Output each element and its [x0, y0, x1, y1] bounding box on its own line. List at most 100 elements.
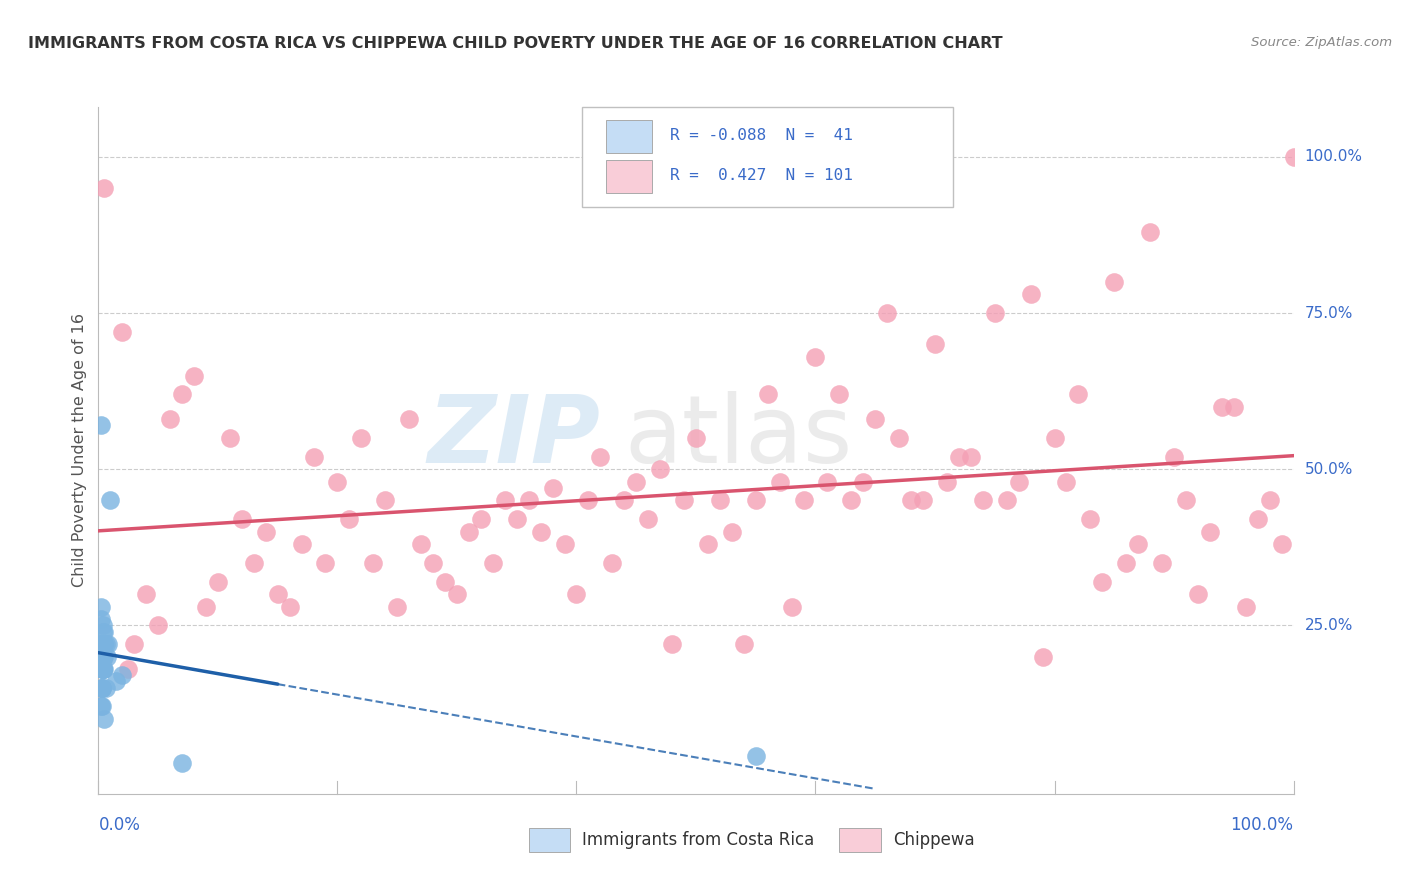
Point: [90, 599, 112, 614]
Point: [98, 493, 122, 508]
Point: [661, 637, 683, 651]
FancyBboxPatch shape: [582, 107, 953, 207]
Point: [1032, 649, 1054, 664]
Bar: [839, 828, 882, 852]
Point: [1043, 431, 1066, 445]
Point: [91, 649, 114, 664]
Point: [852, 475, 875, 489]
Point: [446, 587, 468, 601]
Point: [721, 524, 744, 539]
Point: [709, 493, 731, 508]
Bar: [606, 160, 652, 193]
Point: [637, 512, 659, 526]
Point: [91, 662, 114, 676]
Point: [578, 493, 600, 508]
Point: [911, 493, 934, 508]
Point: [91, 649, 114, 664]
Point: [363, 556, 385, 570]
Point: [195, 599, 218, 614]
Point: [91, 637, 114, 651]
Point: [1080, 512, 1102, 526]
Point: [804, 350, 827, 364]
Point: [745, 493, 768, 508]
Point: [1067, 387, 1090, 401]
Point: [1282, 150, 1305, 164]
Text: IMMIGRANTS FROM COSTA RICA VS CHIPPEWA CHILD POVERTY UNDER THE AGE OF 16 CORRELA: IMMIGRANTS FROM COSTA RICA VS CHIPPEWA C…: [28, 36, 1002, 51]
Point: [685, 431, 707, 445]
Point: [91, 649, 114, 664]
Point: [91, 681, 114, 695]
Point: [148, 618, 170, 632]
Point: [94, 681, 117, 695]
Point: [1115, 556, 1137, 570]
Point: [91, 662, 114, 676]
Text: 75.0%: 75.0%: [1305, 306, 1353, 320]
Point: [326, 475, 349, 489]
Point: [207, 574, 229, 589]
Point: [1152, 556, 1174, 570]
Point: [481, 556, 505, 570]
Point: [93, 637, 115, 651]
Point: [960, 450, 983, 464]
Text: ZIP: ZIP: [427, 391, 600, 483]
Text: Source: ZipAtlas.com: Source: ZipAtlas.com: [1251, 36, 1392, 49]
Point: [602, 556, 624, 570]
Text: 25.0%: 25.0%: [1305, 618, 1353, 632]
Point: [91, 649, 114, 664]
Point: [1128, 537, 1150, 551]
Point: [111, 668, 134, 682]
Point: [91, 649, 114, 664]
Point: [93, 649, 115, 664]
Point: [93, 662, 115, 676]
Point: [374, 493, 396, 508]
Point: [756, 387, 779, 401]
Text: R =  0.427  N = 101: R = 0.427 N = 101: [669, 169, 852, 183]
Bar: [606, 120, 652, 153]
Point: [530, 524, 553, 539]
Point: [105, 674, 128, 689]
Point: [780, 599, 803, 614]
Point: [93, 712, 115, 726]
Point: [97, 637, 120, 651]
Text: 0.0%: 0.0%: [98, 815, 141, 834]
Point: [506, 512, 529, 526]
Point: [91, 681, 114, 695]
Point: [254, 524, 277, 539]
Point: [90, 418, 112, 433]
Point: [924, 337, 946, 351]
Point: [865, 412, 887, 426]
Point: [291, 537, 314, 551]
Text: Immigrants from Costa Rica: Immigrants from Costa Rica: [582, 831, 814, 849]
Point: [90, 699, 112, 714]
Point: [90, 681, 112, 695]
Point: [494, 493, 516, 508]
Point: [900, 493, 922, 508]
Point: [93, 624, 115, 639]
Point: [1234, 599, 1257, 614]
Point: [91, 662, 114, 676]
Point: [815, 475, 838, 489]
Point: [1104, 275, 1126, 289]
Text: 100.0%: 100.0%: [1230, 815, 1294, 834]
Point: [1211, 400, 1233, 414]
Point: [91, 649, 114, 664]
Text: 50.0%: 50.0%: [1305, 462, 1353, 476]
Point: [172, 387, 194, 401]
Point: [1223, 400, 1246, 414]
Point: [1139, 225, 1161, 239]
Point: [411, 537, 433, 551]
Point: [91, 624, 114, 639]
Point: [385, 599, 409, 614]
Point: [626, 475, 648, 489]
Bar: [529, 828, 571, 852]
Point: [91, 662, 114, 676]
Point: [697, 537, 720, 551]
Point: [91, 637, 114, 651]
Point: [458, 524, 481, 539]
Point: [91, 662, 114, 676]
Point: [517, 493, 540, 508]
Point: [936, 475, 959, 489]
Text: Chippewa: Chippewa: [893, 831, 974, 849]
Point: [554, 537, 576, 551]
Point: [768, 475, 790, 489]
